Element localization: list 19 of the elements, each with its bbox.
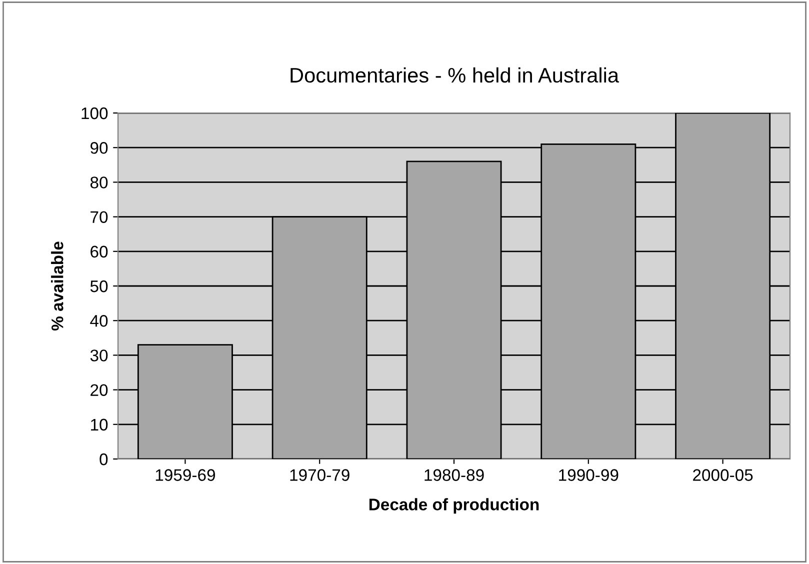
x-tick-label: 1990-99 xyxy=(559,469,618,481)
y-tick-label: 0 xyxy=(100,453,108,466)
y-tick-label: 70 xyxy=(90,211,108,224)
y-tick-label: 20 xyxy=(90,384,108,396)
x-axis-title: Decade of production xyxy=(369,498,539,514)
y-tick-label: 50 xyxy=(90,280,108,292)
y-tick-label: 40 xyxy=(90,315,108,327)
y-tick-label: 90 xyxy=(90,142,108,154)
y-tick-label: 100 xyxy=(82,107,108,120)
x-tick-label: 1970-79 xyxy=(290,469,350,481)
x-tick-label: 1980-89 xyxy=(424,469,484,481)
x-tick-label: 2000-05 xyxy=(693,469,753,481)
y-axis-title: % available xyxy=(51,242,64,331)
y-tick-label: 30 xyxy=(90,350,108,362)
y-tick-label: 80 xyxy=(90,176,108,188)
x-tick-label: 1959-69 xyxy=(156,469,215,481)
y-tick-label: 10 xyxy=(91,418,108,431)
chart-title: Documentaries - % held in Australia xyxy=(290,67,620,83)
y-tick-label: 60 xyxy=(90,246,108,258)
